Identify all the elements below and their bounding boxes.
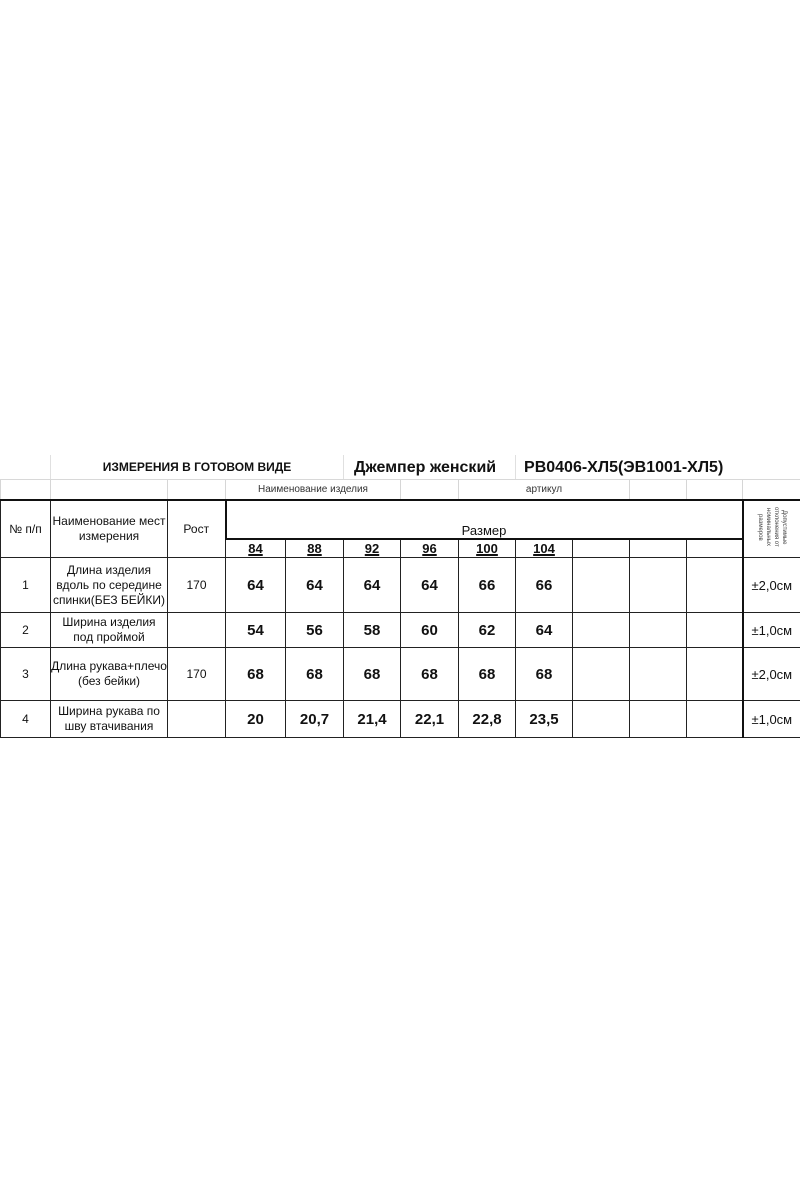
- measurement-table: ИЗМЕРЕНИЯ В ГОТОВОМ ВИДЕ Джемпер женский…: [0, 455, 800, 738]
- value-cell: 64: [285, 557, 344, 613]
- row-num: 1: [0, 557, 51, 613]
- size-104: 104: [515, 538, 574, 558]
- value-cell: 58: [343, 612, 401, 648]
- value-cell: 68: [515, 647, 574, 701]
- value-cell: 66: [457, 557, 517, 613]
- value-cell: 20: [225, 700, 286, 738]
- row-num: 4: [0, 700, 51, 738]
- product-name: Джемпер женский: [343, 455, 517, 480]
- row-height: [167, 700, 226, 738]
- measurement-sheet: ИЗМЕРЕНИЯ В ГОТОВОМ ВИДЕ Джемпер женский…: [0, 455, 800, 738]
- row-num: 3: [0, 647, 51, 701]
- row-place: Ширина рукава по шву втачивания: [50, 700, 168, 738]
- tolerance-header-text: Допустимые отклонения от номинальных раз…: [756, 507, 787, 547]
- value-cell: 68: [400, 647, 459, 701]
- row-tolerance: ±1,0см: [741, 700, 800, 738]
- row-tolerance: ±2,0см: [741, 647, 800, 701]
- value-cell: 64: [515, 612, 574, 648]
- row-place: Длина рукава+плечо (без бейки): [50, 647, 168, 701]
- value-cell: 22,8: [457, 700, 517, 738]
- row-tolerance: ±2,0см: [741, 557, 800, 613]
- col-tolerance-header: Допустимые отклонения от номинальных раз…: [741, 499, 800, 558]
- value-cell: 68: [457, 647, 517, 701]
- value-cell: 62: [457, 612, 517, 648]
- row-height: [167, 612, 226, 648]
- table-row: 4 Ширина рукава по шву втачивания 20 20,…: [0, 700, 800, 738]
- col-place-header: Наименование мест измерения: [50, 499, 168, 558]
- value-cell: 22,1: [400, 700, 459, 738]
- row-height: 170: [167, 647, 226, 701]
- col-height-header: Рост: [167, 499, 226, 558]
- article-number: РВ0406-ХЛ5(ЭВ1001-ХЛ5): [515, 455, 800, 480]
- table-row: 1 Длина изделия вдоль по середине спинки…: [0, 557, 800, 613]
- size-84: 84: [225, 538, 286, 558]
- value-cell: 68: [225, 647, 286, 701]
- value-cell: 66: [515, 557, 574, 613]
- value-cell: 64: [400, 557, 459, 613]
- value-cell: 68: [343, 647, 401, 701]
- row-place: Длина изделия вдоль по середине спинки(Б…: [50, 557, 168, 613]
- value-cell: 56: [285, 612, 344, 648]
- product-name-label: Наименование изделия: [225, 479, 401, 501]
- value-cell: 68: [285, 647, 344, 701]
- size-100: 100: [457, 538, 517, 558]
- value-cell: 54: [225, 612, 286, 648]
- row-place: Ширина изделия под проймой: [50, 612, 168, 648]
- table-row: 2 Ширина изделия под проймой 54 56 58 60…: [0, 612, 800, 648]
- table-row: 3 Длина рукава+плечо (без бейки) 170 68 …: [0, 647, 800, 701]
- row-height: 170: [167, 557, 226, 613]
- article-label: артикул: [457, 479, 631, 501]
- value-cell: 20,7: [285, 700, 344, 738]
- value-cell: 21,4: [343, 700, 401, 738]
- size-92: 92: [343, 538, 401, 558]
- value-cell: 64: [343, 557, 401, 613]
- value-cell: 64: [225, 557, 286, 613]
- row-num: 2: [0, 612, 51, 648]
- row-tolerance: ±1,0см: [741, 612, 800, 648]
- section-title: ИЗМЕРЕНИЯ В ГОТОВОМ ВИДЕ: [50, 455, 344, 480]
- value-cell: 23,5: [515, 700, 574, 738]
- size-88: 88: [285, 538, 344, 558]
- value-cell: 60: [400, 612, 459, 648]
- col-num-header: № п/п: [0, 499, 51, 558]
- col-size-header: Размер: [224, 499, 744, 540]
- size-96: 96: [400, 538, 459, 558]
